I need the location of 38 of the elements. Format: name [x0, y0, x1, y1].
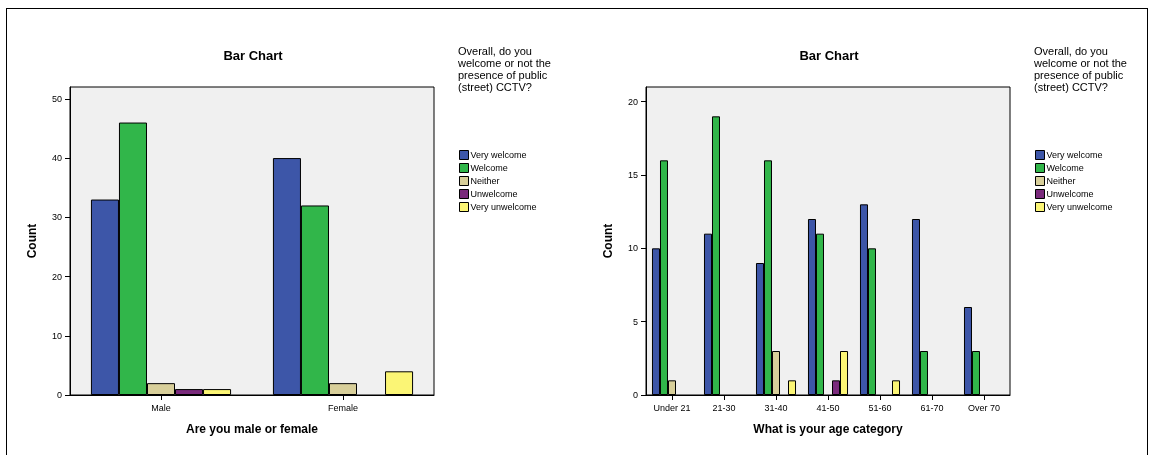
x-tick-label: 41-50 — [816, 402, 840, 413]
y-tick-label: 20 — [627, 96, 638, 107]
y-tick-label: 0 — [632, 390, 638, 400]
x-axis-title: Are you male or female — [185, 422, 319, 436]
y-tick-label: 40 — [51, 153, 62, 164]
y-tick-label: 10 — [627, 243, 638, 254]
y-tick-label: 20 — [51, 271, 62, 282]
x-tick-label: 31-40 — [764, 402, 788, 413]
legend-label: Welcome — [470, 163, 508, 173]
y-tick-label: 30 — [51, 212, 62, 223]
y-axis-title: Count — [601, 223, 615, 259]
x-tick-label: Female — [327, 402, 359, 413]
y-tick-label: 10 — [51, 330, 62, 341]
legend-label: Very unwelcome — [1046, 202, 1113, 212]
x-tick-label: Under 21 — [653, 402, 691, 413]
legend-label: Unwelcome — [470, 189, 518, 199]
legend-label: Very unwelcome — [470, 202, 537, 212]
chart-title: Bar Chart — [223, 48, 284, 63]
legend-label: Very welcome — [1046, 150, 1103, 160]
legend-label: Neither — [1046, 176, 1076, 186]
y-tick-label: 15 — [627, 170, 638, 180]
x-tick-label: Over 70 — [967, 402, 1001, 413]
y-tick-label: 0 — [56, 390, 62, 400]
legend-label: Very welcome — [470, 150, 527, 160]
x-tick-label: 61-70 — [920, 402, 944, 413]
legend-label: Unwelcome — [1046, 189, 1094, 199]
legend-label: Neither — [470, 176, 500, 186]
legend-title: Overall, do you welcome or not the presence of public (street) CCTV? — [457, 45, 554, 93]
legend-title: Overall, do you welcome or not the presence of public (street) CCTV? — [1033, 45, 1130, 93]
x-axis-title: What is your age category — [753, 422, 904, 436]
x-tick-label: 51-60 — [868, 402, 892, 413]
y-tick-label: 5 — [632, 316, 638, 327]
legend-label: Welcome — [1046, 163, 1084, 173]
x-tick-label: Male — [151, 402, 171, 413]
y-axis-title: Count — [25, 223, 39, 259]
chart-title: Bar Chart — [799, 48, 860, 63]
y-tick-label: 50 — [51, 93, 62, 104]
x-tick-label: 21-30 — [712, 402, 736, 413]
